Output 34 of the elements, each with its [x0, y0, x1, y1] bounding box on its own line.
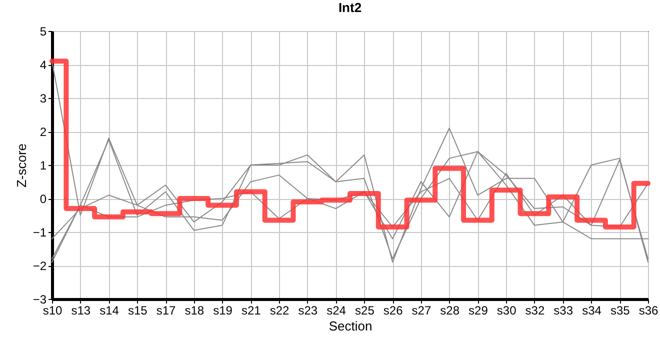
x-tick-label: s24: [326, 304, 346, 318]
x-tick-label: s25: [355, 304, 375, 318]
y-tick-label: 0: [40, 192, 47, 206]
x-tick-label: s34: [582, 304, 602, 318]
x-tick-label: s18: [184, 304, 204, 318]
x-tick-label: s22: [270, 304, 290, 318]
y-tick-label: 5: [40, 24, 47, 38]
y-tick-label: −2: [32, 259, 47, 273]
x-tick-label: s29: [468, 304, 488, 318]
x-tick-label: s35: [610, 304, 630, 318]
y-tick-label: 4: [40, 58, 47, 72]
x-tick-label: s14: [100, 304, 120, 318]
x-tick-label: s19: [213, 304, 233, 318]
x-tick-label: s33: [554, 304, 574, 318]
chart-title: Int2: [338, 0, 362, 15]
x-tick-label: s36: [638, 304, 658, 318]
y-tick-label: 1: [40, 158, 47, 172]
y-tick-label: −3: [32, 292, 47, 306]
x-tick-label: s15: [128, 304, 148, 318]
y-tick-label: −1: [32, 226, 47, 240]
x-tick-label: s10: [42, 304, 62, 318]
x-tick-label: s32: [525, 304, 545, 318]
x-tick-label: s28: [440, 304, 460, 318]
y-tick-label: 2: [40, 125, 47, 139]
y-tick-label: 3: [40, 92, 47, 106]
x-tick-label: s17: [156, 304, 176, 318]
x-axis-title: Section: [328, 318, 372, 334]
x-tick-label: s23: [298, 304, 318, 318]
x-tick-label: s13: [71, 304, 91, 318]
x-tick-label: s27: [412, 304, 432, 318]
x-tick-label: s21: [241, 304, 262, 318]
x-tick-label: s26: [383, 304, 404, 318]
x-tick-label: s30: [496, 304, 517, 318]
y-axis-title: Z-score: [14, 143, 29, 188]
